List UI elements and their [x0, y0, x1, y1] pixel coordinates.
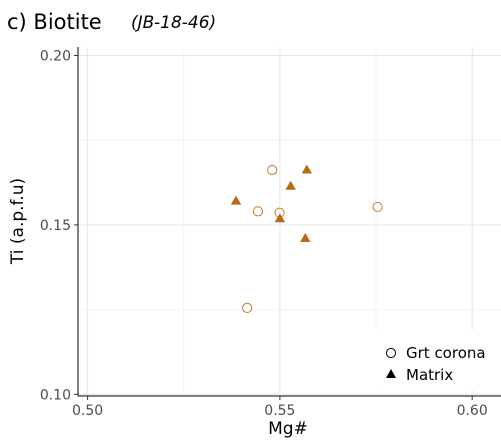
legend-background	[374, 330, 501, 390]
x-tick-label: 0.60	[457, 403, 488, 419]
axes: 0.50 0.55 0.60 0.10 0.15 0.20	[40, 47, 501, 419]
x-axis-title: Mg#	[268, 419, 308, 439]
point-grt-corona	[267, 164, 278, 176]
point-grt-corona	[252, 206, 264, 217]
chart-subtitle: (JB-18-46)	[131, 13, 216, 33]
legend-label-matrix: Matrix	[406, 366, 453, 384]
legend: Grt corona Matrix	[374, 330, 501, 390]
y-axis-title: Ti (a.p.f.u)	[8, 178, 28, 265]
y-tick-label: 0.15	[40, 218, 71, 234]
x-tick-label: 0.50	[72, 403, 103, 419]
chart-title: c) Biotite	[7, 10, 102, 34]
point-matrix	[301, 164, 313, 174]
legend-key-grt-corona	[385, 347, 397, 359]
point-matrix	[230, 195, 242, 205]
point-grt-corona	[242, 302, 253, 314]
point-grt-corona	[372, 201, 383, 213]
x-tick-label: 0.55	[264, 403, 295, 419]
legend-label-grt-corona: Grt corona	[406, 344, 486, 362]
point-matrix	[285, 180, 296, 190]
y-tick-label: 0.20	[40, 48, 71, 64]
point-matrix	[274, 213, 286, 223]
y-tick-label: 0.10	[40, 387, 71, 403]
point-matrix	[300, 232, 311, 242]
legend-key-matrix	[386, 369, 396, 378]
data-points	[230, 164, 383, 314]
